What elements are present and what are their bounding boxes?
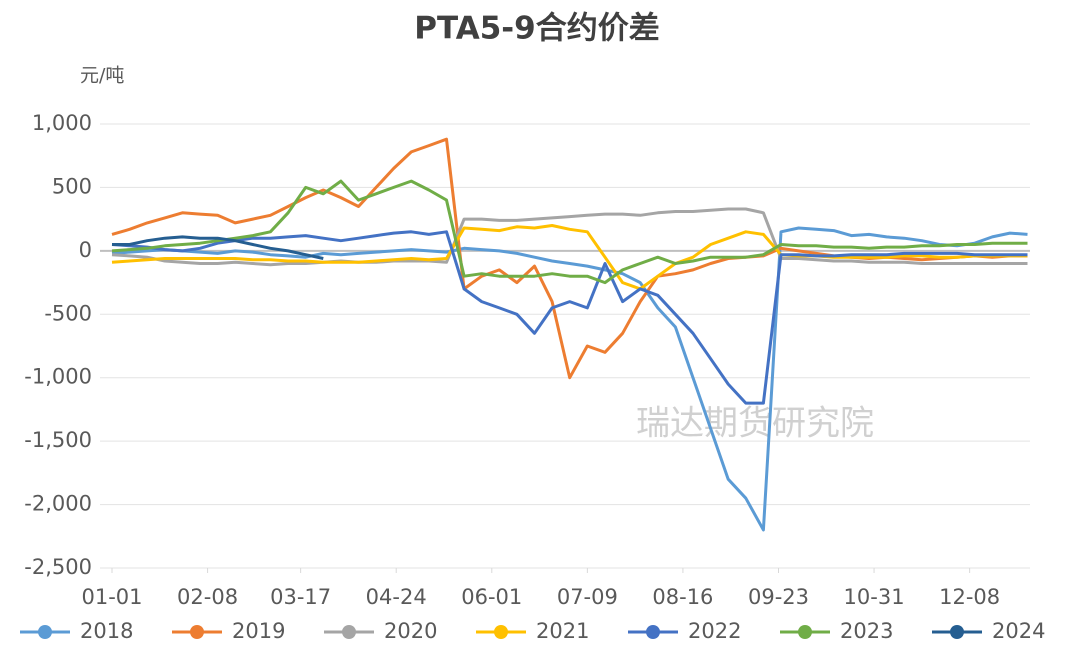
y-tick-label: -2,000 <box>24 492 92 516</box>
series-line <box>111 207 1028 267</box>
series-line <box>111 226 1028 532</box>
x-tick-label: 07-09 <box>557 585 618 609</box>
legend-marker <box>798 625 812 639</box>
legend-label: 2019 <box>232 619 285 643</box>
y-tick-label: -500 <box>44 301 92 325</box>
x-tick-label: 04-24 <box>366 585 427 609</box>
x-tick-label: 12-08 <box>939 585 1000 609</box>
legend-marker <box>646 625 660 639</box>
x-tick-label: 09-23 <box>748 585 809 609</box>
legend-label: 2018 <box>80 619 133 643</box>
legend-marker <box>38 625 52 639</box>
x-tick-label: 01-01 <box>81 585 142 609</box>
y-tick-label: 0 <box>79 238 92 262</box>
x-tick-label: 08-16 <box>652 585 713 609</box>
x-tick-label: 02-08 <box>177 585 238 609</box>
x-tick-label: 10-31 <box>844 585 905 609</box>
y-tick-label: -1,500 <box>24 428 92 452</box>
y-tick-label: 500 <box>52 174 92 198</box>
legend-marker <box>342 625 356 639</box>
series-line <box>111 224 1028 291</box>
y-axis-label: 元/吨 <box>80 65 124 87</box>
series-line <box>111 179 1028 285</box>
legend-marker <box>950 625 964 639</box>
legend-label: 2023 <box>840 619 893 643</box>
legend-label: 2020 <box>384 619 437 643</box>
legend-label: 2022 <box>688 619 741 643</box>
legend-marker <box>190 625 204 639</box>
series-line <box>111 230 1028 405</box>
watermark: 瑞达期货研究院 <box>636 404 874 444</box>
legend-marker <box>494 625 508 639</box>
y-tick-label: 1,000 <box>32 111 92 135</box>
y-tick-label: -2,500 <box>24 555 92 579</box>
x-tick-label: 06-01 <box>461 585 522 609</box>
y-tick-label: -1,000 <box>24 365 92 389</box>
legend-label: 2021 <box>536 619 589 643</box>
x-tick-label: 03-17 <box>270 585 331 609</box>
legend-label: 2024 <box>992 619 1045 643</box>
series-line <box>112 235 324 260</box>
chart-title: PTA5-9合约价差 <box>414 11 659 47</box>
